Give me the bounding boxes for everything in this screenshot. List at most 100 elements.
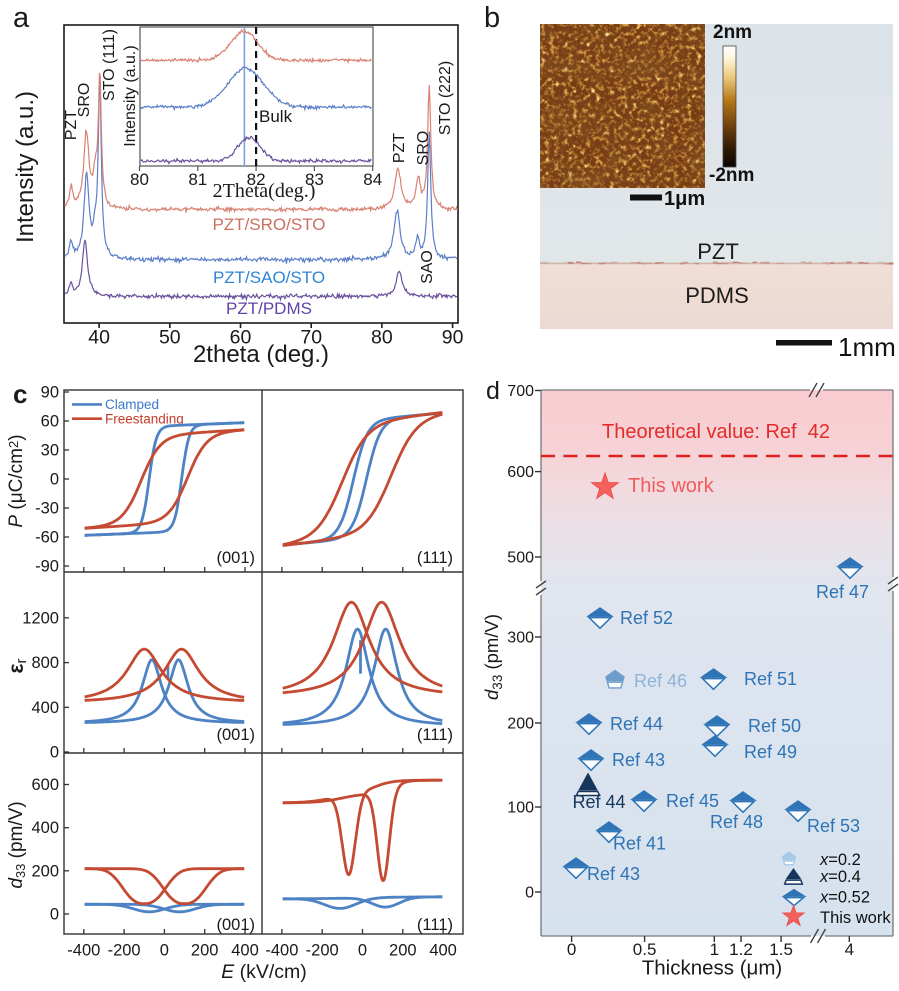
svg-text:600: 600 xyxy=(507,464,534,481)
svg-text:(001): (001) xyxy=(216,726,255,744)
svg-text:400: 400 xyxy=(429,942,457,960)
svg-text:Ref 43: Ref 43 xyxy=(587,864,640,884)
svg-text:200: 200 xyxy=(191,942,219,960)
svg-text:-200: -200 xyxy=(306,942,339,960)
svg-text:Ref 44: Ref 44 xyxy=(572,792,625,812)
svg-text:(001): (001) xyxy=(216,549,255,567)
svg-text:1μm: 1μm xyxy=(664,188,705,210)
svg-text:1: 1 xyxy=(710,940,719,959)
svg-text:This work: This work xyxy=(628,475,715,497)
svg-text:(111): (111) xyxy=(417,916,453,934)
svg-text:1200: 1200 xyxy=(22,609,59,627)
svg-text:400: 400 xyxy=(31,699,59,717)
svg-text:-400: -400 xyxy=(265,942,298,960)
svg-text:STO (111): STO (111) xyxy=(101,29,118,101)
svg-text:x=0.52: x=0.52 xyxy=(819,889,870,907)
svg-text:Intensity (a.u.): Intensity (a.u.) xyxy=(12,91,39,243)
svg-text:0: 0 xyxy=(50,744,59,762)
svg-text:Theoretical value: Ref 42: Theoretical value: Ref 42 xyxy=(602,421,830,443)
svg-text:83: 83 xyxy=(305,170,324,189)
svg-text:90: 90 xyxy=(41,384,59,402)
svg-text:This work: This work xyxy=(820,909,891,927)
svg-text:Ref 41: Ref 41 xyxy=(613,834,666,854)
svg-text:200: 200 xyxy=(389,942,417,960)
svg-text:-400: -400 xyxy=(67,942,100,960)
svg-text:40: 40 xyxy=(88,327,110,349)
svg-text:800: 800 xyxy=(31,654,59,672)
svg-text:PZT/PDMS: PZT/PDMS xyxy=(226,299,312,318)
svg-text:1mm: 1mm xyxy=(838,332,896,362)
svg-text:600: 600 xyxy=(31,776,59,794)
svg-text:100: 100 xyxy=(507,800,534,817)
svg-text:4: 4 xyxy=(845,940,854,959)
svg-text:Bulk: Bulk xyxy=(259,107,293,126)
svg-text:Ref 47: Ref 47 xyxy=(816,582,869,602)
svg-text:Ref 50: Ref 50 xyxy=(748,716,801,736)
svg-text:400: 400 xyxy=(231,942,259,960)
svg-text:d: d xyxy=(486,377,500,405)
svg-text:εr: εr xyxy=(5,659,30,674)
svg-text:d33 (pm/V): d33 (pm/V) xyxy=(6,801,28,888)
svg-text:Ref 43: Ref 43 xyxy=(612,750,665,770)
svg-text:0: 0 xyxy=(50,471,59,489)
svg-text:Freestanding: Freestanding xyxy=(105,412,184,427)
svg-text:PZT/SRO/STO: PZT/SRO/STO xyxy=(212,215,325,234)
svg-text:0: 0 xyxy=(50,906,59,924)
svg-text:Thickness (μm): Thickness (μm) xyxy=(642,957,783,980)
svg-text:PZT: PZT xyxy=(391,133,408,163)
svg-text:-90: -90 xyxy=(35,558,59,576)
svg-text:80: 80 xyxy=(130,170,149,189)
svg-text:60: 60 xyxy=(41,413,59,431)
svg-text:PZT/SAO/STO: PZT/SAO/STO xyxy=(213,268,325,287)
svg-text:SRO: SRO xyxy=(76,83,93,118)
svg-text:0: 0 xyxy=(567,940,576,959)
svg-text:SAO: SAO xyxy=(419,250,436,284)
svg-text:-60: -60 xyxy=(35,529,59,547)
svg-text:Ref 52: Ref 52 xyxy=(620,608,673,628)
svg-text:82: 82 xyxy=(247,170,266,189)
svg-text:P (μC/cm2): P (μC/cm2) xyxy=(6,434,27,527)
svg-text:(111): (111) xyxy=(417,549,453,567)
svg-text:a: a xyxy=(13,2,30,34)
svg-text:Clamped: Clamped xyxy=(105,397,159,412)
svg-text:PZT: PZT xyxy=(63,110,80,140)
svg-text:60: 60 xyxy=(230,327,252,349)
svg-text:c: c xyxy=(13,379,27,409)
svg-text:SRO: SRO xyxy=(415,131,432,166)
svg-text:Ref 49: Ref 49 xyxy=(744,742,797,762)
svg-text:d33 (pm/V): d33 (pm/V) xyxy=(481,614,505,700)
svg-text:x=0.2: x=0.2 xyxy=(819,851,861,869)
svg-text:1.2: 1.2 xyxy=(729,940,753,959)
svg-text:Ref 48: Ref 48 xyxy=(710,812,763,832)
svg-text:81: 81 xyxy=(188,170,207,189)
svg-text:70: 70 xyxy=(300,327,322,349)
svg-text:2nm: 2nm xyxy=(713,22,752,43)
svg-text:200: 200 xyxy=(507,716,534,733)
svg-text:90: 90 xyxy=(442,327,464,349)
svg-text:x=0.4: x=0.4 xyxy=(819,868,861,886)
svg-text:Ref 45: Ref 45 xyxy=(666,791,719,811)
svg-text:b: b xyxy=(484,2,500,34)
svg-text:Ref 53: Ref 53 xyxy=(807,816,860,836)
svg-text:84: 84 xyxy=(363,170,382,189)
svg-text:30: 30 xyxy=(41,442,59,460)
svg-text:(001): (001) xyxy=(216,916,255,934)
svg-text:STO (222): STO (222) xyxy=(437,61,454,135)
svg-text:-200: -200 xyxy=(108,942,141,960)
svg-text:400: 400 xyxy=(31,819,59,837)
svg-text:(111): (111) xyxy=(417,726,453,744)
svg-text:2Theta(deg.): 2Theta(deg.) xyxy=(213,180,316,202)
svg-text:Ref 46: Ref 46 xyxy=(634,671,687,691)
svg-text:300: 300 xyxy=(507,630,534,647)
svg-text:Intensity (a.u.): Intensity (a.u.) xyxy=(122,45,139,146)
svg-text:E (kV/cm): E (kV/cm) xyxy=(221,961,307,983)
svg-text:PDMS: PDMS xyxy=(685,283,749,308)
svg-text:-2nm: -2nm xyxy=(709,165,754,186)
svg-text:0: 0 xyxy=(358,942,367,960)
svg-text:1.5: 1.5 xyxy=(769,940,793,959)
svg-text:80: 80 xyxy=(371,327,393,349)
svg-text:0.5: 0.5 xyxy=(633,940,657,959)
svg-text:200: 200 xyxy=(31,862,59,880)
svg-text:0: 0 xyxy=(525,885,534,902)
svg-text:500: 500 xyxy=(507,550,534,567)
